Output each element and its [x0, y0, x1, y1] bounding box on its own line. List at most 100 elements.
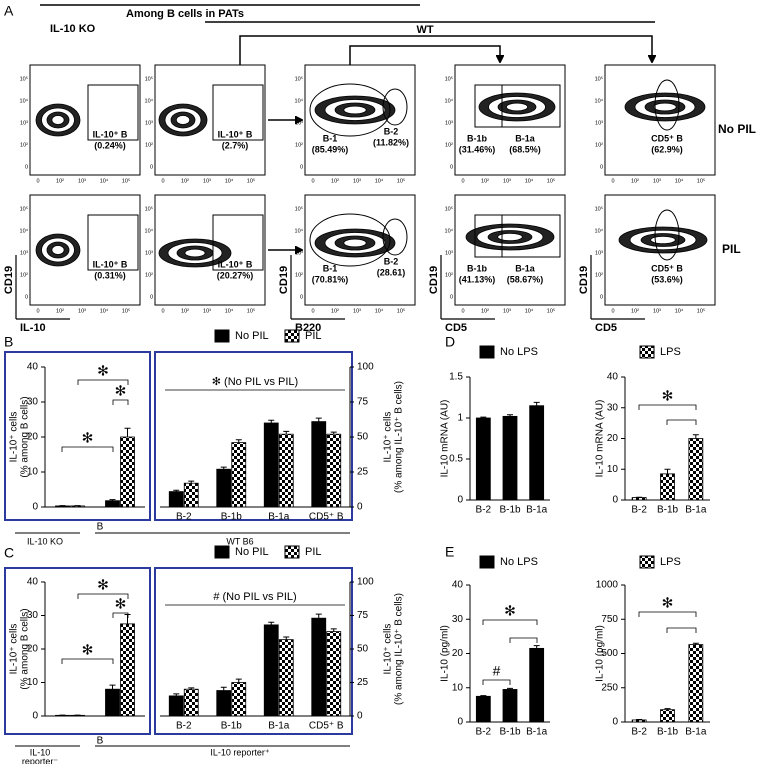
legend-label: PIL	[305, 546, 322, 558]
legend-label: LPS	[660, 556, 681, 568]
contour	[653, 102, 677, 112]
gate-label: B-1a	[515, 133, 536, 143]
bar	[105, 500, 120, 508]
gate-value: (62.9%)	[651, 144, 683, 154]
x-tick-label: 10²	[631, 178, 639, 184]
y-tick-label: 0	[300, 164, 303, 170]
panel-letter: C	[4, 545, 14, 561]
error-bar	[283, 430, 290, 435]
x-tick-label: B-1a	[268, 512, 290, 523]
y-tick-label: 30	[27, 610, 39, 621]
gate-value: (70.81%)	[312, 274, 349, 284]
gate-label: B-2	[384, 256, 399, 266]
error-bar	[283, 636, 290, 640]
gate-label: B-1b	[467, 263, 488, 273]
gate-value: (41.13%)	[459, 274, 496, 284]
contour	[175, 115, 191, 125]
legend-swatch	[284, 329, 300, 343]
error-bar	[220, 466, 227, 470]
gate	[212, 214, 264, 271]
gate-value: (20.27%)	[217, 270, 254, 280]
y-tick-label: 10⁵	[20, 205, 28, 212]
x-tick-label: B-2	[176, 512, 192, 523]
error-bar	[124, 613, 131, 624]
row-label: No PIL	[718, 122, 756, 136]
bracket	[61, 658, 114, 664]
legend-label: No PIL	[235, 330, 269, 342]
bar	[183, 688, 199, 717]
y-tick-label: 0	[457, 717, 463, 728]
y-tick-label: 0	[612, 717, 618, 728]
x-tick-label: CD5⁺ B	[309, 721, 344, 732]
error-bar	[109, 684, 116, 690]
bracket	[482, 679, 511, 685]
y-tick-label: 10³	[595, 250, 603, 256]
y-tick-label: 10⁴	[295, 227, 304, 234]
x-tick-label: 10⁴	[100, 177, 109, 184]
error-bar	[235, 439, 242, 443]
error-bar	[330, 628, 337, 632]
panel-letter: B	[4, 334, 13, 350]
bar	[688, 644, 704, 723]
y-tick-label: 0	[32, 711, 38, 722]
bar	[105, 688, 120, 717]
error-bar	[315, 613, 322, 619]
y-tick-label: 20	[27, 644, 39, 655]
contour	[505, 102, 529, 112]
x-tick-label: 10²	[331, 308, 339, 314]
error-bar	[480, 695, 487, 697]
gate-label: B-1	[323, 263, 338, 273]
y-axis-label: IL-10 (pg/ml)	[440, 625, 451, 682]
y-tick-label: 20	[27, 432, 39, 443]
x-tick-label: B-1b	[499, 727, 521, 738]
contour	[497, 232, 523, 242]
x-tick-label: B-2	[631, 727, 647, 738]
x-tick-label: 10⁵	[122, 177, 130, 184]
x-tick-label: 0	[161, 308, 164, 314]
legend-swatch	[639, 555, 655, 569]
bracket	[112, 399, 129, 405]
y-tick-label: 10²	[20, 272, 28, 278]
x-tick-label: CD5⁺ B	[309, 512, 344, 523]
y-axis-label: (% among IL-10⁺ B cells)	[394, 593, 405, 705]
y-tick-label: 0.5	[449, 454, 463, 465]
x-tick-label: 10⁴	[675, 307, 684, 314]
gate-value: (2.7%)	[222, 140, 249, 150]
x-tick-label: 10²	[631, 308, 639, 314]
y-tick-label: 10⁴	[295, 97, 304, 104]
y-axis-label: IL-10⁺ cells	[383, 412, 394, 463]
legend-swatch	[284, 545, 300, 559]
error-bar	[664, 708, 671, 710]
significance: #	[493, 663, 501, 679]
bar	[475, 417, 491, 501]
gate-value: (0.24%)	[94, 140, 126, 150]
significance: ✻	[662, 595, 674, 611]
y-tick-label: 10²	[595, 142, 603, 148]
error-bar	[188, 480, 195, 484]
x-tick-label: 0	[311, 308, 314, 314]
y-tick-label: 0	[150, 294, 153, 300]
significance: ✻	[504, 603, 516, 619]
bar	[263, 422, 279, 508]
y-tick-label: 1000	[596, 580, 619, 591]
gate	[87, 214, 139, 271]
bar	[120, 436, 135, 508]
error-bar	[173, 489, 180, 492]
x-tick-label: 10⁵	[547, 177, 555, 184]
y-tick-label: 0	[300, 294, 303, 300]
bracket	[77, 379, 129, 385]
panel-box	[4, 567, 151, 735]
y-tick-label: 1.5	[449, 372, 463, 383]
x-tick-label: B-1a	[685, 505, 707, 516]
significance: ✻ (No PIL vs PIL)	[212, 376, 298, 388]
x-tick-label: 10³	[353, 308, 361, 314]
bar	[502, 689, 518, 723]
y-tick-label: 10⁵	[145, 205, 153, 212]
x-axis-label: IL-10	[20, 322, 46, 334]
bracket	[77, 593, 129, 599]
y-tick-label: 75	[357, 397, 369, 408]
y-axis-label: IL-10⁺ cells	[9, 412, 20, 463]
contour	[650, 235, 676, 245]
y-axis-label: (% among IL-10⁺ B cells)	[394, 381, 405, 493]
